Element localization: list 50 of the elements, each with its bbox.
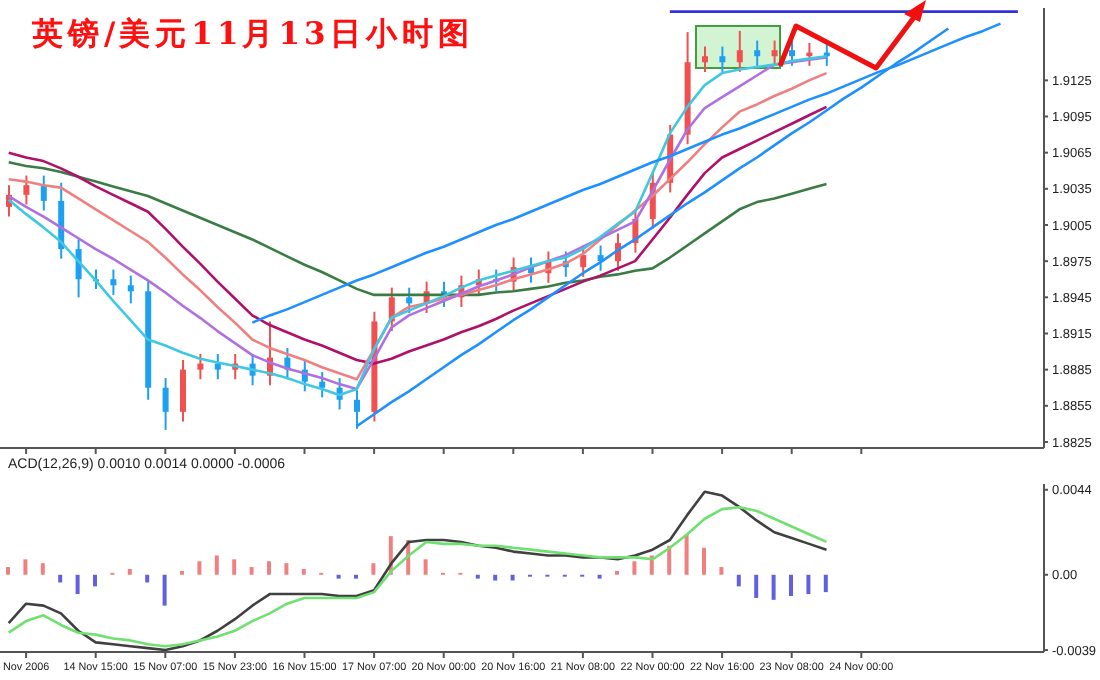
bar: [6, 567, 10, 575]
bar: [754, 574, 759, 598]
candlestick: [110, 268, 117, 296]
candlestick: [197, 352, 204, 381]
candlestick: [180, 359, 186, 423]
bar: [719, 567, 724, 575]
bar: [162, 574, 167, 606]
bar: [702, 547, 706, 575]
candlestick: [719, 45, 726, 73]
candlestick: [771, 39, 778, 67]
bar: [632, 561, 637, 575]
candlestick: [162, 377, 169, 431]
bar: [232, 559, 237, 575]
candlestick: [736, 29, 743, 73]
candlestick: [23, 174, 30, 206]
candlestick: [754, 39, 761, 67]
bar: [789, 574, 793, 596]
candlestick: [319, 371, 326, 399]
candlestick: [40, 174, 47, 212]
candlestick: [406, 286, 413, 314]
bar: [284, 563, 289, 575]
chart-title: 英镑/美元11月13日小时图: [32, 14, 474, 56]
bar: [736, 574, 741, 587]
bar: [301, 568, 306, 575]
bar: [145, 574, 150, 583]
bar: [510, 574, 515, 581]
bar: [493, 574, 498, 581]
bar: [806, 574, 811, 595]
bar: [423, 559, 428, 575]
bar: [214, 555, 219, 575]
candlestick: [127, 274, 134, 305]
bar: [684, 534, 689, 575]
bar: [823, 574, 828, 593]
candlestick: [354, 389, 360, 430]
bar: [75, 574, 80, 595]
candlestick: [702, 45, 708, 73]
candlestick: [789, 39, 795, 67]
bar: [249, 567, 254, 575]
bar: [93, 574, 97, 587]
candlestick: [580, 244, 587, 278]
bar: [197, 561, 202, 575]
bar: [127, 568, 132, 575]
bar: [267, 561, 271, 575]
bar: [771, 574, 776, 600]
line-series: [7, 105, 828, 365]
bar: [58, 574, 63, 583]
candlestick: [214, 352, 221, 381]
bar: [40, 563, 45, 575]
bar: [371, 563, 376, 575]
bar: [23, 559, 28, 575]
